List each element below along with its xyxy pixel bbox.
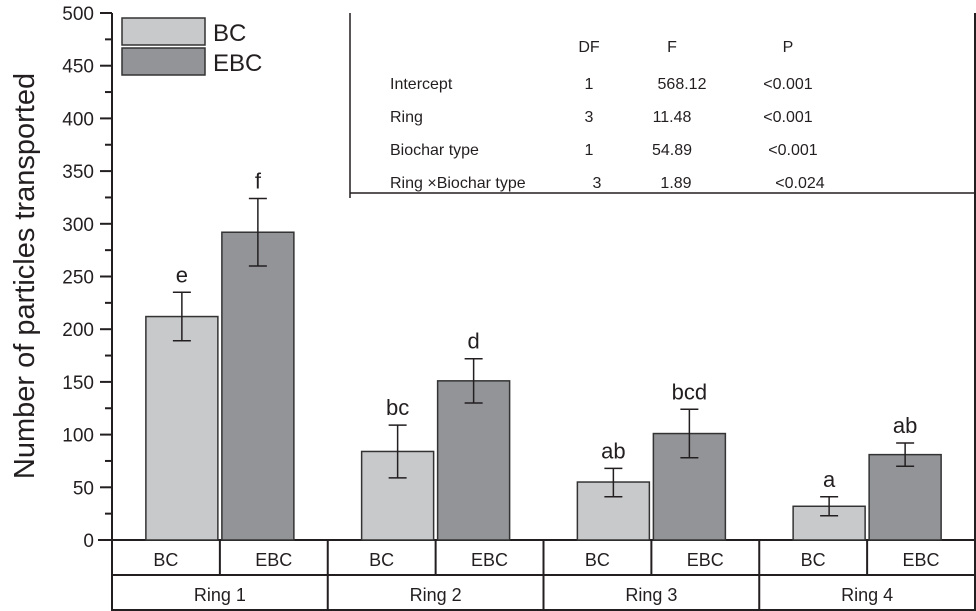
subcategory-label: EBC: [255, 550, 292, 570]
inset-cell: Ring ×Biochar type: [390, 175, 526, 192]
significance-letter: bc: [386, 395, 409, 420]
y-tick-label: 100: [62, 426, 94, 447]
y-tick-label: 350: [62, 162, 94, 183]
inset-cell: <0.024: [775, 175, 824, 192]
subcategory-label: EBC: [687, 550, 724, 570]
y-tick-label: 200: [62, 320, 94, 341]
significance-letter: ab: [601, 438, 625, 463]
group-label-1: Ring 1: [194, 585, 246, 605]
inset-cell: 11.48: [653, 109, 692, 126]
inset-cell: Ring: [390, 109, 423, 126]
y-tick-label: 150: [62, 373, 94, 394]
subcategory-label: BC: [585, 550, 610, 570]
bar-ebc-ring-4: [868, 453, 942, 541]
group-label-4: Ring 4: [841, 585, 893, 605]
bar-ebc-ring-1: [221, 231, 295, 541]
inset-cell: <0.001: [763, 76, 812, 93]
subcategory-label: BC: [153, 550, 178, 570]
inset-cell: Biochar type: [390, 142, 479, 159]
inset-header: F: [667, 39, 677, 56]
subcategory-label: BC: [369, 550, 394, 570]
y-axis-label: Number of particles transported: [9, 73, 41, 479]
significance-letter: f: [255, 169, 262, 194]
group-label-2: Ring 2: [410, 585, 462, 605]
inset-cell: 1: [585, 76, 594, 93]
inset-cell: <0.001: [768, 142, 817, 159]
y-tick-label: 0: [83, 531, 94, 552]
y-tick-label: 50: [73, 478, 94, 499]
inset-cell: 568.12: [658, 76, 707, 93]
inset-header: DF: [578, 39, 600, 56]
inset-header: P: [783, 39, 794, 56]
y-tick-label: 250: [62, 268, 94, 289]
inset-cell: <0.001: [763, 109, 812, 126]
bar-ebc-ring-2: [436, 380, 511, 541]
significance-letter: e: [176, 262, 188, 287]
significance-letter: d: [468, 329, 480, 354]
subcategory-label: EBC: [471, 550, 508, 570]
bar-bc-ring-1: [145, 315, 219, 541]
legend-label-ebc: EBC: [213, 50, 262, 77]
subcategory-label: BC: [801, 550, 826, 570]
y-tick-label: 450: [62, 57, 94, 78]
group-label-3: Ring 3: [625, 585, 677, 605]
significance-letter: bcd: [672, 379, 707, 404]
significance-letter: ab: [893, 413, 917, 438]
legend-swatch-bc: [121, 17, 206, 46]
y-tick-label: 300: [62, 215, 94, 236]
y-tick-label: 500: [62, 4, 94, 25]
significance-letter: a: [823, 467, 836, 492]
inset-cell: 1.89: [660, 175, 691, 192]
y-tick-label: 400: [62, 109, 94, 130]
inset-cell: 3: [593, 175, 602, 192]
inset-cell: 1: [585, 142, 594, 159]
inset-cell: 3: [585, 109, 594, 126]
inset-cell: Intercept: [390, 76, 453, 93]
inset-cell: 54.89: [652, 142, 692, 159]
subcategory-label: EBC: [903, 550, 940, 570]
legend-swatch-ebc: [121, 47, 206, 76]
legend-label-bc: BC: [213, 20, 246, 47]
